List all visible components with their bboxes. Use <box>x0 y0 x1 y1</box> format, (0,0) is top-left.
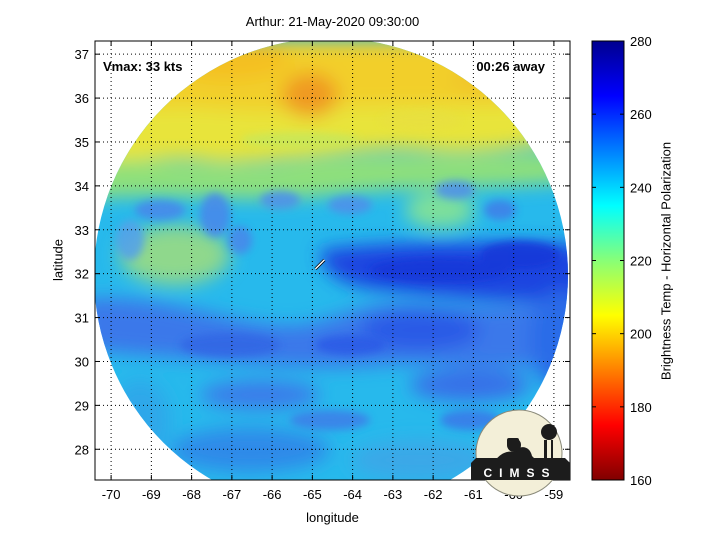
x-tick-label: -64 <box>343 487 362 502</box>
storm-center-marker <box>314 258 326 270</box>
axes-frame <box>94 40 571 481</box>
y-tick-label: 35 <box>75 135 89 150</box>
y-tick-label: 34 <box>75 179 89 194</box>
y-axis-label: latitude <box>50 239 66 281</box>
colorbar-label: Brightness Temp - Horizontal Polarizatio… <box>658 141 674 381</box>
colorbar-tick-label: 240 <box>630 180 652 195</box>
y-tick-label: 28 <box>75 442 89 457</box>
x-tick-label: -68 <box>182 487 201 502</box>
x-tick-label: -61 <box>464 487 483 502</box>
colorbar-tick-label: 200 <box>630 327 652 342</box>
chart-title: Arthur: 21-May-2020 09:30:00 <box>245 14 420 29</box>
y-tick-label: 36 <box>75 91 89 106</box>
x-tick-label: -62 <box>424 487 443 502</box>
storm-marker-line <box>314 259 325 270</box>
colorbar-tick-label: 220 <box>630 254 652 269</box>
cimss-logo: CIMSS <box>471 409 570 497</box>
colorbar-tick-label: 280 <box>630 34 652 49</box>
colorbar-tick-label: 180 <box>630 400 652 415</box>
y-axis-ticks: 28 29 30 31 32 33 34 35 36 37 <box>75 47 570 457</box>
time-offset-annotation: 00:26 away <box>476 59 545 74</box>
x-tick-label: -59 <box>544 487 563 502</box>
vmax-annotation: Vmax: 33 kts <box>103 59 183 74</box>
y-tick-label: 31 <box>75 311 89 326</box>
x-tick-label: -63 <box>383 487 402 502</box>
colorbar-tick-label: 160 <box>630 473 652 488</box>
x-tick-label: -70 <box>102 487 121 502</box>
x-tick-label: -69 <box>142 487 161 502</box>
y-tick-label: 29 <box>75 398 89 413</box>
cimss-logo-text: CIMSS <box>483 466 556 480</box>
x-tick-label: -65 <box>303 487 322 502</box>
x-axis-label: longitude <box>306 510 359 525</box>
y-tick-label: 30 <box>75 354 89 369</box>
y-tick-label: 32 <box>75 267 89 282</box>
y-tick-label: 33 <box>75 223 89 238</box>
y-tick-label: 37 <box>75 47 89 62</box>
colorbar-ticks: 160 180 200 220 240 260 280 <box>592 34 652 488</box>
x-axis-ticks: -70-69-68-67-66-65-64-63-62-61-60-59 <box>102 41 563 502</box>
colorbar-tick-label: 260 <box>630 107 652 122</box>
x-tick-label: -67 <box>222 487 241 502</box>
x-tick-label: -66 <box>263 487 282 502</box>
colorbar <box>591 40 625 481</box>
